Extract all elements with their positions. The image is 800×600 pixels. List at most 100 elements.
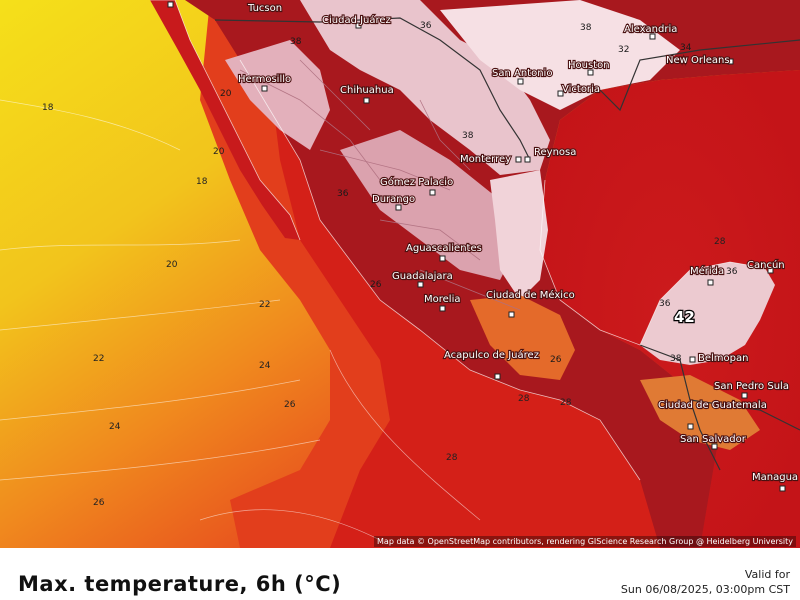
hot-interior-northeast xyxy=(440,0,680,110)
isotherm-label: 20 xyxy=(220,89,232,99)
city-label-managua: Managua xyxy=(752,472,798,483)
city-label-victoria: Victoria xyxy=(562,84,600,95)
city-marker[interactable] xyxy=(517,78,524,85)
city-marker[interactable] xyxy=(741,392,748,399)
city-marker[interactable] xyxy=(429,189,436,196)
city-label-hermosillo: Hermosillo xyxy=(238,74,291,85)
city-marker[interactable] xyxy=(261,85,268,92)
isotherm-label: 38 xyxy=(670,354,682,364)
city-label-houston: Houston xyxy=(568,60,610,71)
city-label-chihuahua: Chihuahua xyxy=(340,85,394,96)
hot-interior-west xyxy=(225,40,330,150)
city-marker[interactable] xyxy=(439,305,446,312)
city-label-alexandria: Alexandria xyxy=(624,24,677,35)
city-label-san-pedro-sula: San Pedro Sula xyxy=(714,381,789,392)
map-title: Max. temperature, 6h (°C) xyxy=(18,572,342,596)
isotherm-label: 18 xyxy=(42,103,54,113)
city-marker[interactable] xyxy=(395,204,402,211)
isotherm-label: 26 xyxy=(93,498,105,508)
city-label-morelia: Morelia xyxy=(424,294,460,305)
isotherm-label: 18 xyxy=(196,177,208,187)
isotherm-label: 20 xyxy=(213,147,225,157)
yucatan-peninsula xyxy=(640,262,775,365)
isotherm-label: 34 xyxy=(680,43,692,53)
city-marker[interactable] xyxy=(779,485,786,492)
city-marker[interactable] xyxy=(355,22,362,29)
city-label-merida: Mérida xyxy=(690,265,724,277)
city-markers: Tucson Ciudad Juárez Hermosillo Chihuahu… xyxy=(167,1,799,492)
city-marker[interactable] xyxy=(707,279,714,286)
city-marker[interactable] xyxy=(587,69,594,76)
isotherm-label: 26 xyxy=(370,280,382,290)
city-label-belmopan: Belmopan xyxy=(698,353,748,364)
isotherm-label: 28 xyxy=(560,398,572,408)
isotherm-label: 24 xyxy=(259,361,271,371)
city-marker[interactable] xyxy=(167,1,174,8)
country-borders xyxy=(214,17,800,471)
city-label-aguascalientes: Aguascalientes xyxy=(406,243,482,254)
hot-interior-north xyxy=(300,0,550,175)
city-label-monterrey: Monterrey xyxy=(460,154,511,165)
isotherm-contours xyxy=(0,99,481,541)
city-label-ciudad-de-guatemala: Ciudad de Guatemala xyxy=(658,400,767,411)
valid-for-label: Valid for xyxy=(744,568,790,581)
city-marker[interactable] xyxy=(557,90,564,97)
city-marker[interactable] xyxy=(363,97,370,104)
isotherm-label: 22 xyxy=(259,300,270,310)
city-label-acapulco: Acapulco de Juárez xyxy=(444,349,539,361)
isotherm-label: 36 xyxy=(337,189,349,199)
isotherm-labels: 18 18 20 20 22 22 24 24 26 26 28 28 28 2… xyxy=(42,21,738,508)
isotherm-label: 24 xyxy=(109,422,121,432)
city-marker[interactable] xyxy=(417,281,424,288)
baja-california xyxy=(150,0,300,240)
city-marker[interactable] xyxy=(508,311,515,318)
isotherm-label: 36 xyxy=(726,267,738,277)
hot-east-coast xyxy=(490,170,548,300)
weather-map[interactable]: 18 18 20 20 22 22 24 24 26 26 28 28 28 2… xyxy=(0,0,800,548)
isotherm-label: 36 xyxy=(659,299,671,309)
city-label-gomez-palacio: Gómez Palacio xyxy=(380,176,453,188)
city-marker[interactable] xyxy=(727,58,734,65)
state-borders xyxy=(239,59,521,311)
city-marker[interactable] xyxy=(687,423,694,430)
isotherm-label: 32 xyxy=(618,45,629,55)
city-marker[interactable] xyxy=(439,255,446,262)
city-label-ciudad-de-mexico: Ciudad de México xyxy=(486,289,575,301)
coastlines xyxy=(150,0,766,481)
isotherm-label: 36 xyxy=(420,21,432,31)
isotherm-label: 28 xyxy=(446,453,458,463)
isotherm-label: 26 xyxy=(284,400,296,410)
isotherm-label: 28 xyxy=(518,394,530,404)
central-highland-patch xyxy=(470,295,575,380)
city-marker[interactable] xyxy=(649,33,656,40)
city-label-ciudad-juarez: Ciudad Juárez xyxy=(322,14,391,26)
valid-date: Sun 06/08/2025, 03:00pm CST xyxy=(620,583,790,596)
pacific-hot-band xyxy=(260,0,800,548)
isotherm-label: 28 xyxy=(714,237,726,247)
city-label-san-salvador: San Salvador xyxy=(680,434,747,445)
city-label-cancun: Cancún xyxy=(747,259,785,271)
city-label-reynosa: Reynosa xyxy=(534,147,576,158)
guatemala-highland-patch xyxy=(640,375,760,450)
city-label-san-antonio: San Antonio xyxy=(492,68,552,79)
city-label-durango: Durango xyxy=(372,194,415,205)
city-marker[interactable] xyxy=(515,156,522,163)
max-temperature-hotspot: 42 xyxy=(674,308,695,326)
city-label-guadalajara: Guadalajara xyxy=(392,271,453,282)
city-marker[interactable] xyxy=(689,356,696,363)
temperature-map-svg: 18 18 20 20 22 22 24 24 26 26 28 28 28 2… xyxy=(0,0,800,548)
isotherm-label: 38 xyxy=(290,37,302,47)
city-marker[interactable] xyxy=(767,267,774,274)
city-label-new-orleans: New Orleans xyxy=(666,55,730,66)
map-attribution: Map data © OpenStreetMap contributors, r… xyxy=(374,536,796,547)
isotherm-label: 38 xyxy=(462,131,474,141)
city-marker[interactable] xyxy=(711,443,718,450)
isotherm-label: 20 xyxy=(166,260,178,270)
hot-interior-central xyxy=(340,130,520,280)
isotherm-label: 22 xyxy=(93,354,104,364)
isotherm-label: 26 xyxy=(550,355,562,365)
city-marker[interactable] xyxy=(524,156,531,163)
map-footer: Max. temperature, 6h (°C) Valid for Sun … xyxy=(0,548,800,600)
city-marker[interactable] xyxy=(494,373,501,380)
isotherm-label: 38 xyxy=(580,23,592,33)
